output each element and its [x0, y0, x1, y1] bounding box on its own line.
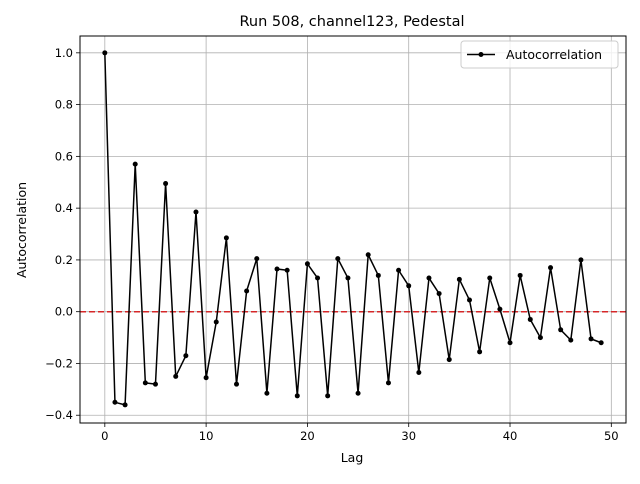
- autocorrelation-point: [466, 297, 472, 303]
- autocorrelation-point: [446, 357, 452, 363]
- autocorrelation-point: [375, 272, 381, 278]
- autocorrelation-point: [132, 161, 138, 167]
- autocorrelation-point: [426, 275, 432, 281]
- autocorrelation-point: [588, 336, 594, 342]
- autocorrelation-point: [173, 373, 179, 379]
- x-tick-label: 40: [503, 429, 518, 443]
- x-axis-ticks: 0 10 20 30 40 50: [101, 423, 619, 443]
- autocorrelation-point: [203, 375, 209, 381]
- autocorrelation-point: [365, 252, 371, 258]
- autocorrelation-point: [548, 265, 554, 271]
- series-layer: [102, 50, 604, 408]
- autocorrelation-point: [527, 316, 533, 322]
- autocorrelation-point: [568, 337, 574, 343]
- autocorrelation-point: [325, 393, 331, 399]
- autocorrelation-point: [163, 181, 169, 187]
- chart-title: Run 508, channel123, Pedestal: [239, 14, 464, 30]
- autocorrelation-point: [406, 283, 412, 289]
- autocorrelation-point: [244, 288, 250, 294]
- autocorrelation-point: [234, 381, 240, 387]
- y-tick-label: 0.2: [55, 253, 73, 267]
- y-tick-label: 0.0: [55, 305, 73, 319]
- x-tick-label: 20: [300, 429, 315, 443]
- autocorrelation-series-line: [104, 52, 602, 406]
- autocorrelation-point: [264, 390, 270, 396]
- x-axis-label: Lag: [341, 450, 364, 465]
- autocorrelation-point: [142, 380, 148, 386]
- y-tick-label: 0.8: [55, 98, 73, 112]
- autocorrelation-point: [355, 390, 361, 396]
- legend-box: [460, 40, 619, 69]
- autocorrelation-point: [223, 235, 229, 241]
- autocorrelation-point: [193, 209, 199, 215]
- autocorrelation-point: [487, 275, 493, 281]
- x-tick-label: 10: [199, 429, 214, 443]
- autocorrelation-point: [537, 335, 543, 341]
- autocorrelation-point: [254, 256, 260, 262]
- y-tick-label: 1.0: [55, 46, 73, 60]
- y-axis-label: Autocorrelation: [14, 182, 29, 278]
- autocorrelation-point: [102, 50, 108, 56]
- autocorrelation-point: [213, 319, 219, 325]
- autocorrelation-point: [385, 380, 391, 386]
- autocorrelation-point: [396, 267, 402, 273]
- y-tick-label: 0.6: [55, 149, 73, 163]
- legend-label: Autocorrelation: [506, 47, 602, 62]
- autocorrelation-point: [578, 257, 584, 263]
- autocorrelation-point: [517, 272, 523, 278]
- autocorrelation-point: [183, 353, 189, 359]
- x-tick-label: 30: [401, 429, 416, 443]
- autocorrelation-point: [294, 393, 300, 399]
- autocorrelation-point: [416, 370, 422, 376]
- y-tick-label: −0.4: [45, 408, 73, 422]
- autocorrelation-point: [112, 399, 118, 405]
- y-tick-label: 0.4: [55, 201, 73, 215]
- autocorrelation-point: [152, 381, 158, 387]
- autocorrelation-point: [315, 275, 321, 281]
- y-axis-ticks: −0.4 −0.2 0.0 0.2 0.4 0.6 0.8 1.0: [45, 46, 80, 422]
- autocorrelation-point: [477, 349, 483, 355]
- legend: Autocorrelation: [460, 40, 619, 69]
- autocorrelation-point: [122, 402, 128, 408]
- autocorrelation-point: [304, 261, 310, 267]
- autocorrelation-point: [335, 256, 341, 262]
- autocorrelation-point: [274, 266, 280, 272]
- autocorrelation-point: [598, 340, 604, 346]
- autocorrelation-point: [456, 276, 462, 282]
- autocorrelation-point: [507, 340, 513, 346]
- x-tick-label: 0: [101, 429, 108, 443]
- autocorrelation-point: [436, 291, 442, 297]
- autocorrelation-point: [345, 275, 351, 281]
- plot-frame: [79, 35, 627, 424]
- x-tick-label: 50: [604, 429, 619, 443]
- legend-marker-swatch: [478, 52, 484, 57]
- autocorrelation-point: [558, 327, 564, 333]
- autocorrelation-point: [497, 306, 503, 312]
- y-tick-label: −0.2: [45, 356, 73, 370]
- autocorrelation-point: [284, 267, 290, 273]
